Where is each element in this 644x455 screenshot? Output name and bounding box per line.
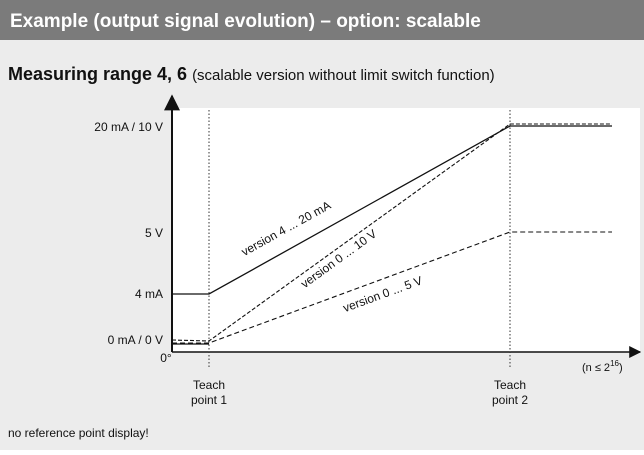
- y-label: 20 mA / 10 V: [94, 120, 163, 134]
- teach-label: point 1: [191, 393, 227, 407]
- curve-4-20ma: [172, 125, 612, 295]
- subtitle-bold: Measuring range 4, 6: [8, 64, 187, 84]
- subtitle: Measuring range 4, 6 (scalable version wi…: [8, 64, 495, 84]
- y-label: 4 mA: [135, 287, 163, 301]
- curve-0-5v: [172, 231, 612, 344]
- header-title: Example (output signal evolution) – opti…: [10, 11, 481, 32]
- origin-label: 0°: [160, 351, 172, 365]
- x-note-sup: 16: [610, 359, 619, 368]
- teach-label: Teach: [193, 378, 225, 392]
- curve-0-10v: [171, 123, 612, 342]
- header-bar: [0, 0, 644, 40]
- subtitle-normal: (scalable version without limit switch f…: [192, 67, 495, 84]
- teach-label: point 2: [492, 393, 528, 407]
- x-note: (n ≤ 216): [582, 359, 623, 374]
- x-note-text: ): [619, 362, 623, 374]
- x-note-text: (n ≤ 2: [582, 362, 610, 374]
- y-label: 5 V: [145, 226, 163, 240]
- teach-label: Teach: [494, 378, 526, 392]
- plot-area: [172, 108, 640, 352]
- footnote: no reference point display!: [8, 426, 149, 440]
- y-label: 0 mA / 0 V: [108, 333, 163, 347]
